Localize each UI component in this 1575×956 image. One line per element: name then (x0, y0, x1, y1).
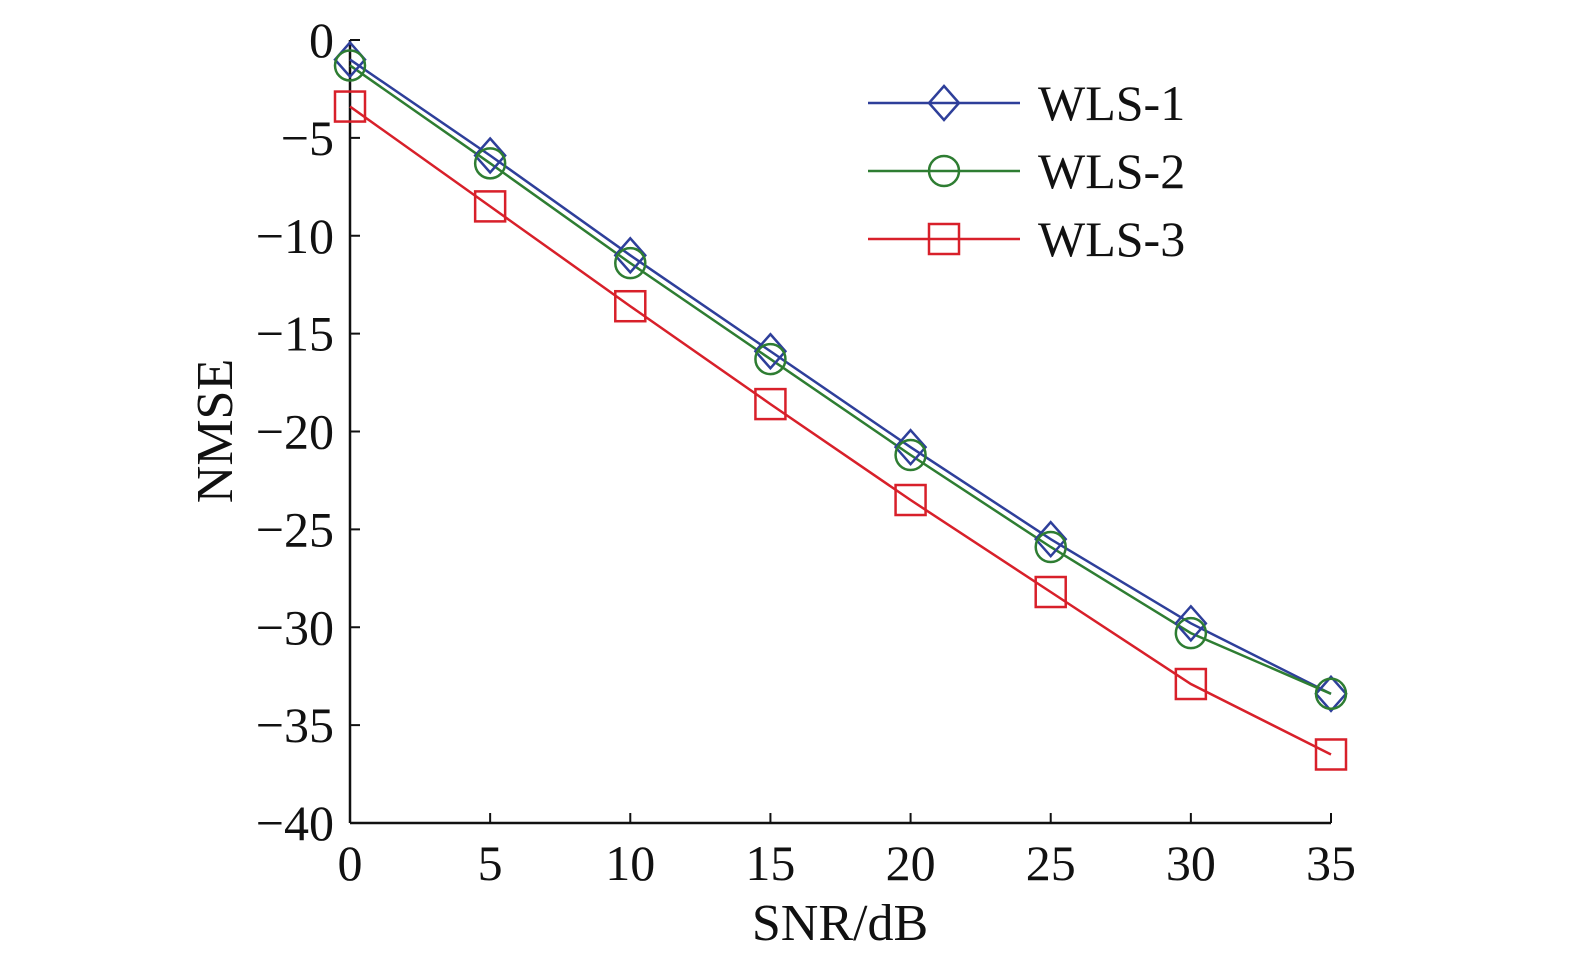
x-tick-label: 20 (886, 835, 936, 891)
y-tick-label: −10 (256, 208, 334, 264)
data-point-wls-1 (1174, 604, 1208, 643)
x-tick-label: 5 (478, 835, 503, 891)
y-tick-label: −15 (256, 306, 334, 362)
x-tick-label: 0 (338, 835, 363, 891)
data-point-wls-3 (1174, 667, 1208, 701)
y-tick-label: −35 (256, 697, 334, 753)
series-line-wls-2 (349, 64, 1332, 695)
data-point-wls-3 (1034, 575, 1067, 609)
data-point-wls-2 (333, 49, 367, 82)
data-point-wls-2 (754, 342, 787, 376)
data-point-wls-1 (893, 428, 928, 467)
data-point-wls-2 (1314, 677, 1348, 711)
legend-label-wls-1: WLS-1 (1038, 75, 1185, 131)
data-point-wls-2 (1174, 616, 1208, 650)
legend-label-wls-2: WLS-2 (1038, 143, 1185, 199)
x-tick-label: 30 (1166, 835, 1216, 891)
data-point-wls-2 (1034, 530, 1067, 564)
data-point-wls-3 (473, 190, 507, 223)
x-tick-label: 10 (605, 835, 655, 891)
series-line-wls-3 (349, 105, 1332, 756)
data-point-wls-3 (333, 90, 367, 123)
legend-marker-wls-3 (927, 222, 961, 256)
x-axis-label: SNR/dB (752, 895, 928, 952)
x-tick-label: 25 (1026, 835, 1076, 891)
axis-ticks: 0 5 10 15 20 25 30 35 0 −5 −10 −15 −20 −25 −30 −35 −40 (256, 12, 1356, 891)
data-point-wls-3 (614, 289, 647, 323)
series-markers (333, 40, 1348, 771)
data-point-wls-2 (473, 147, 507, 180)
data-point-wls-1 (1314, 674, 1348, 713)
legend-marker-wls-2 (927, 154, 961, 188)
series-lines (349, 58, 1332, 756)
legend-marker-wls-1 (927, 84, 961, 122)
y-tick-label: −5 (281, 110, 334, 166)
data-point-wls-1 (1034, 520, 1068, 559)
y-tick-label: −40 (256, 795, 334, 851)
data-point-wls-1 (753, 332, 788, 371)
y-tick-label: −25 (256, 501, 334, 557)
data-point-wls-3 (754, 387, 787, 421)
series-line-wls-1 (349, 58, 1332, 695)
data-point-wls-1 (613, 236, 647, 275)
data-point-wls-2 (894, 438, 927, 472)
x-tick-label: 35 (1306, 835, 1356, 891)
data-point-wls-2 (614, 246, 647, 280)
y-axis-label: NMSE (187, 359, 244, 503)
y-tick-label: −30 (256, 599, 334, 655)
legend-label-wls-3: WLS-3 (1038, 211, 1185, 267)
data-point-wls-3 (1314, 738, 1348, 771)
data-point-wls-1 (473, 136, 507, 175)
y-tick-label: 0 (309, 12, 334, 68)
x-tick-label: 15 (745, 835, 795, 891)
y-tick-label: −20 (256, 404, 334, 460)
data-point-wls-3 (894, 483, 927, 517)
legend: WLS-1 WLS-2 WLS-3 (868, 75, 1185, 267)
